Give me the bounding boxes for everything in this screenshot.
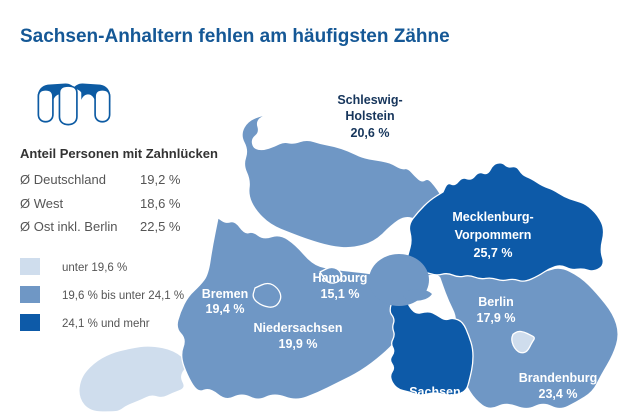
svg-text:23,4 %: 23,4 % [539,387,578,401]
svg-text:25,7 %: 25,7 % [474,246,513,260]
svg-text:17,9 %: 17,9 % [477,311,516,325]
svg-text:15,1 %: 15,1 % [321,287,360,301]
svg-text:19,4 %: 19,4 % [206,302,245,316]
svg-text:Hamburg: Hamburg [313,271,368,285]
svg-text:Vorpommern: Vorpommern [455,228,532,242]
svg-text:Anhalt: Anhalt [418,401,458,412]
svg-text:Berlin: Berlin [478,295,513,309]
svg-text:Brandenburg: Brandenburg [519,371,597,385]
svg-text:Bremen: Bremen [202,287,249,301]
svg-text:Schleswig-: Schleswig- [337,93,402,107]
svg-text:Holstein: Holstein [345,109,394,123]
svg-text:Mecklenburg-: Mecklenburg- [452,210,533,224]
svg-text:Niedersachsen: Niedersachsen [254,321,343,335]
svg-text:19,9 %: 19,9 % [279,337,318,351]
svg-text:20,6 %: 20,6 % [351,126,390,140]
svg-text:Sachsen-: Sachsen- [409,385,465,399]
